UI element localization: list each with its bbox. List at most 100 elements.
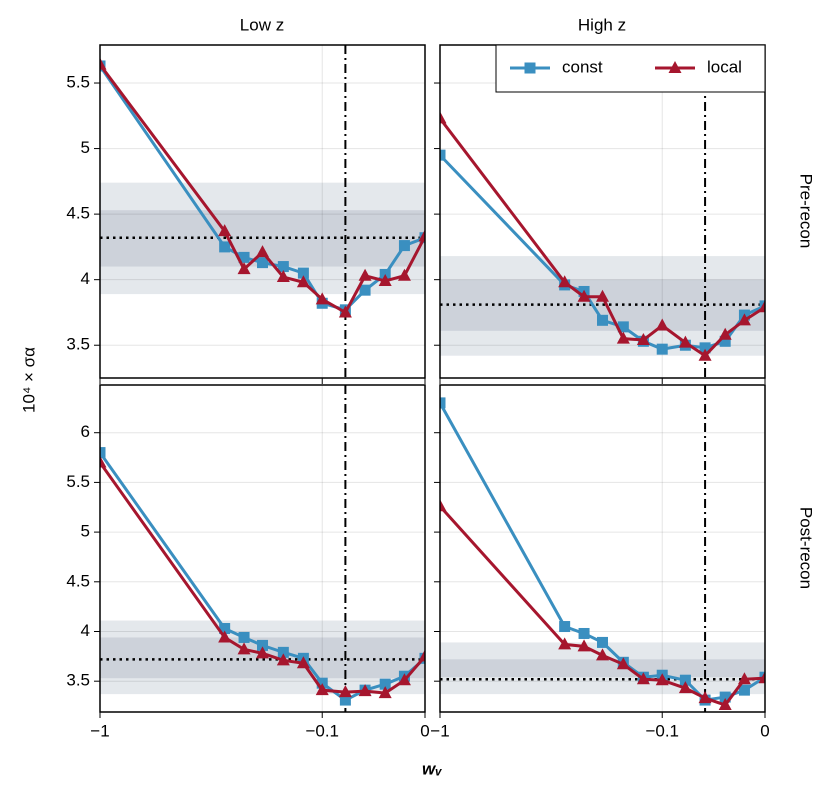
marker [636,332,650,345]
marker [296,656,310,669]
legend: const local [495,44,766,93]
marker [257,257,268,269]
marker [596,648,609,661]
marker [698,691,712,704]
marker [718,327,732,340]
marker [597,314,608,326]
y-tick-label: 5 [81,522,90,541]
marker [238,631,250,643]
marker [698,348,712,361]
plot-area [100,385,425,712]
legend-label: const [562,57,603,76]
marker [559,621,571,633]
plot-area [440,45,765,378]
marker [257,639,268,651]
marker [218,630,232,643]
marker [758,300,765,313]
marker [276,270,290,283]
marker [577,289,591,302]
marker [297,267,309,279]
marker [738,684,750,696]
marker [655,318,669,331]
marker [699,342,711,354]
series-line [100,461,425,695]
marker [276,653,290,666]
marker [256,646,269,659]
marker [256,245,269,258]
marker [237,262,251,275]
column-title: Low z [240,15,284,34]
marker [597,636,608,648]
marker [616,657,630,670]
marker [616,331,630,344]
y-tick-label: 3.5 [66,335,90,354]
marker [678,681,692,694]
row-title: Post-recon [797,507,816,589]
marker [100,57,107,70]
marker [398,240,410,252]
legend-marker [668,61,682,73]
marker [379,678,391,690]
marker [718,698,732,711]
marker [578,627,590,639]
marker [656,343,668,355]
marker [678,335,692,348]
y-tick-label: 6 [81,422,90,441]
row-title: Pre-recon [797,174,816,249]
x-tick-label: 0 [760,721,769,740]
x-tick-label: −1 [430,721,449,740]
marker [655,673,669,686]
marker [358,268,372,281]
panel-frame [99,44,426,379]
y-tick-label: 4 [81,621,90,640]
marker [315,292,329,305]
legend-label: local [707,57,742,76]
y-tick-label: 5.5 [66,472,90,491]
plot-area [100,45,425,378]
marker [719,691,731,703]
column-title: High z [578,15,626,34]
marker [440,111,447,124]
marker [440,149,446,161]
marker [100,447,106,459]
marker [737,313,751,326]
series-line [440,117,765,358]
x-tick-label: −1 [90,721,109,740]
marker [440,397,446,409]
y-tick-label: 5 [81,138,90,157]
marker [237,642,251,655]
y-axis-label: 10⁴ × σα [19,347,38,413]
marker [339,694,351,706]
marker [219,623,231,635]
y-tick-label: 4.5 [66,204,90,223]
marker [617,321,629,333]
marker [558,275,572,288]
marker [378,273,392,286]
band [440,659,765,678]
panel-frame [99,384,426,713]
marker [679,674,691,686]
marker [440,499,447,512]
marker [296,275,310,288]
marker [577,639,591,652]
x-axis-label: wᵥ [422,759,442,778]
marker [397,673,411,686]
marker [315,683,329,696]
marker [359,284,371,296]
marker [338,305,352,318]
y-tick-label: 3.5 [66,671,90,690]
marker [100,455,107,468]
y-tick-label: 5.5 [66,73,90,92]
panel-frame [439,384,766,713]
x-tick-label: −0.1 [305,721,339,740]
x-tick-label: 0 [420,721,429,740]
plot-area [440,385,765,712]
y-tick-label: 4.5 [66,571,90,590]
y-tick-label: 4 [81,269,90,288]
legend-marker [524,62,536,74]
marker [719,335,731,347]
marker [558,637,572,650]
marker [277,261,289,273]
marker [758,671,765,684]
marker [338,685,352,698]
